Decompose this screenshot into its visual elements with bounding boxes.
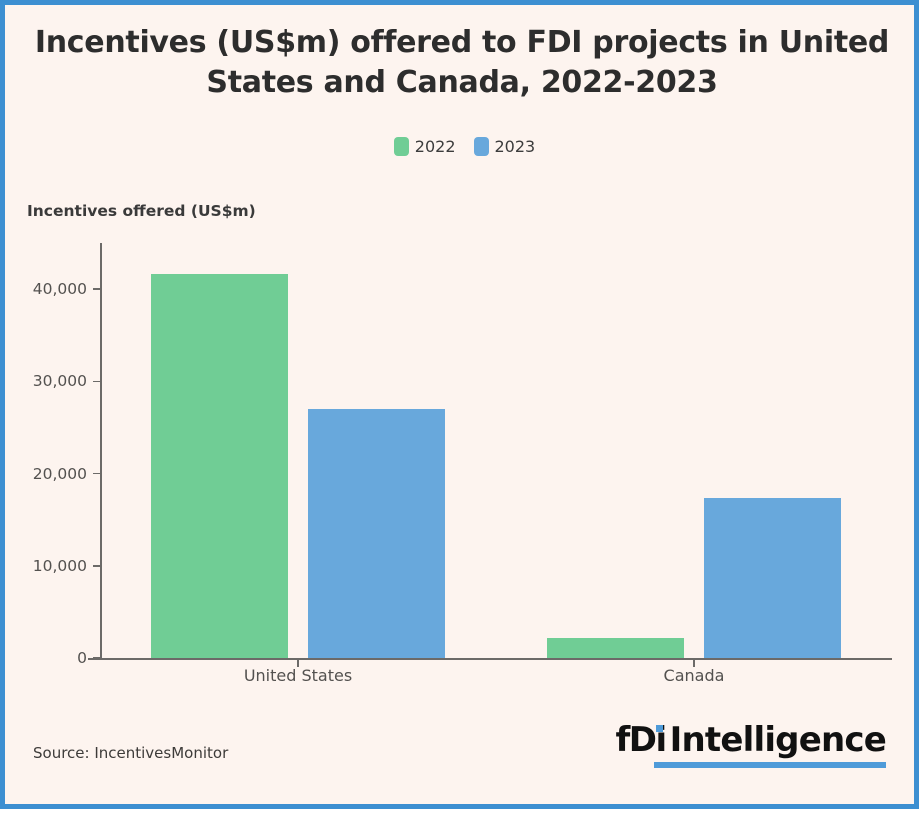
x-tick-mark [693,659,695,667]
y-tick-mark [93,565,100,567]
bar-canada-2023[interactable] [704,498,841,658]
brand-logo[interactable]: fDi Intelligence [615,723,887,768]
x-tick-mark [297,659,299,667]
legend-label-2023: 2023 [494,137,536,156]
x-tick-label-canada: Canada [663,666,725,685]
x-tick-label-united-states: United States [243,666,353,685]
source-note: Source: IncentivesMonitor [33,744,229,762]
plot-area: 0 10,000 20,000 30,000 40,000 United States C… [5,5,919,814]
brand-underline [654,762,886,768]
y-tick-mark [93,472,100,475]
x-axis-line [88,658,892,660]
brand-dot-icon [655,725,663,732]
legend-swatch-2023-icon [473,137,489,156]
legend-swatch-2022-icon [393,137,409,156]
brand-logo-text: fDi Intelligence [615,723,886,757]
y-axis-line [100,243,102,658]
bar-united-states-2022[interactable] [151,274,288,658]
legend-item-2022[interactable]: 2022 [393,137,456,156]
y-tick-mark [93,380,100,383]
brand-word: Intelligence [669,720,887,760]
bar-united-states-2023[interactable] [308,409,445,658]
chart-legend: 2022 2023 [5,137,919,156]
bar-canada-2022[interactable] [547,637,684,658]
legend-label-2022: 2022 [414,137,456,156]
legend-item-2023[interactable]: 2023 [473,137,536,156]
y-tick-label: 30,000 [32,372,87,391]
y-tick-label: 10,000 [32,556,87,575]
y-tick-mark [93,288,100,290]
y-tick-label: 0 [77,649,87,667]
y-tick-label: 40,000 [32,280,87,299]
y-tick-mark [93,657,100,659]
y-axis-title: Incentives offered (US$m) [27,202,256,220]
chart-title: Incentives (US$m) offered to FDI project… [34,25,890,100]
y-tick-label: 20,000 [32,464,87,483]
